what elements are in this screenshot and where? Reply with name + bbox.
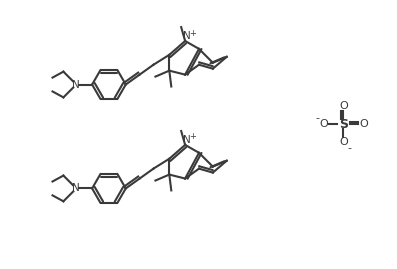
Text: N: N <box>183 31 191 41</box>
Text: O: O <box>319 119 328 129</box>
Text: N: N <box>72 80 80 90</box>
Text: O: O <box>339 137 348 147</box>
Text: N: N <box>183 135 191 145</box>
Text: N: N <box>72 183 80 193</box>
Text: +: + <box>190 29 197 38</box>
Text: O: O <box>359 119 368 129</box>
Text: S: S <box>339 118 348 131</box>
Text: O: O <box>339 101 348 111</box>
Text: -: - <box>347 143 351 153</box>
Text: +: + <box>190 132 197 141</box>
Text: -: - <box>316 113 320 123</box>
